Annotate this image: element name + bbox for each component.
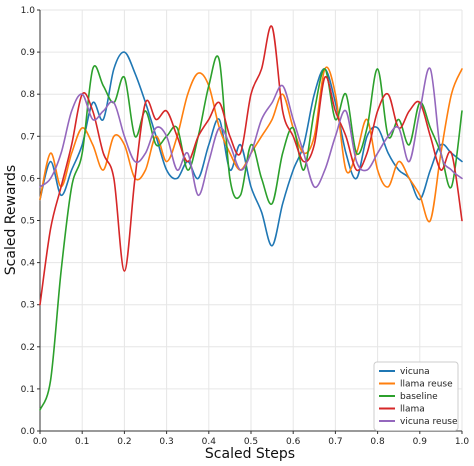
x-tick-label: 0.0 <box>33 437 48 447</box>
x-tick-label: 0.3 <box>159 437 173 447</box>
y-tick-label: 0.3 <box>21 301 35 311</box>
x-tick-label: 0.6 <box>286 437 301 447</box>
y-tick-label: 0.9 <box>21 48 36 58</box>
legend-box <box>373 361 459 431</box>
y-tick-label: 0.0 <box>21 427 36 437</box>
legend-label: vicuna <box>400 367 430 377</box>
series-line-vicuna <box>39 51 463 247</box>
series-line-llama <box>39 25 463 306</box>
y-tick-label: 0.5 <box>21 217 35 227</box>
x-axis-title: Scaled Steps <box>205 446 295 462</box>
legend-label: vicuna reuse <box>400 417 458 427</box>
x-tick-label: 0.8 <box>370 437 385 447</box>
legend-label: baseline <box>400 392 438 402</box>
y-tick-label: 0.1 <box>21 385 35 395</box>
y-tick-label: 0.8 <box>21 90 36 100</box>
series-line-vicuna-reuse <box>39 67 463 197</box>
x-tick-label: 0.1 <box>75 437 89 447</box>
x-tick-label: 0.7 <box>328 437 342 447</box>
x-tick-label: 0.9 <box>413 437 428 447</box>
legend: vicuna llama reuse baseline llama vicuna reu… <box>373 361 459 431</box>
x-tick-label: 0.5 <box>244 437 258 447</box>
legend-label: llama <box>400 405 425 415</box>
series-lines <box>39 25 463 411</box>
y-tick-label: 0.2 <box>21 343 35 353</box>
tick-labels: 0.0 0.1 0.2 0.3 0.4 0.5 0.6 0.7 0.8 0.9 1.0 0.0 0.1 0… <box>21 6 470 447</box>
y-axis-title: Scaled Rewards <box>3 165 19 275</box>
legend-label: llama reuse <box>400 380 453 390</box>
y-tick-label: 1.0 <box>21 6 36 16</box>
y-tick-label: 0.4 <box>21 259 36 269</box>
y-tick-label: 0.7 <box>21 132 35 142</box>
x-tick-label: 0.4 <box>202 437 217 447</box>
x-tick-label: 1.0 <box>455 437 470 447</box>
x-tick-label: 0.2 <box>117 437 131 447</box>
y-tick-label: 0.6 <box>21 174 36 184</box>
series-line-baseline <box>39 55 463 411</box>
